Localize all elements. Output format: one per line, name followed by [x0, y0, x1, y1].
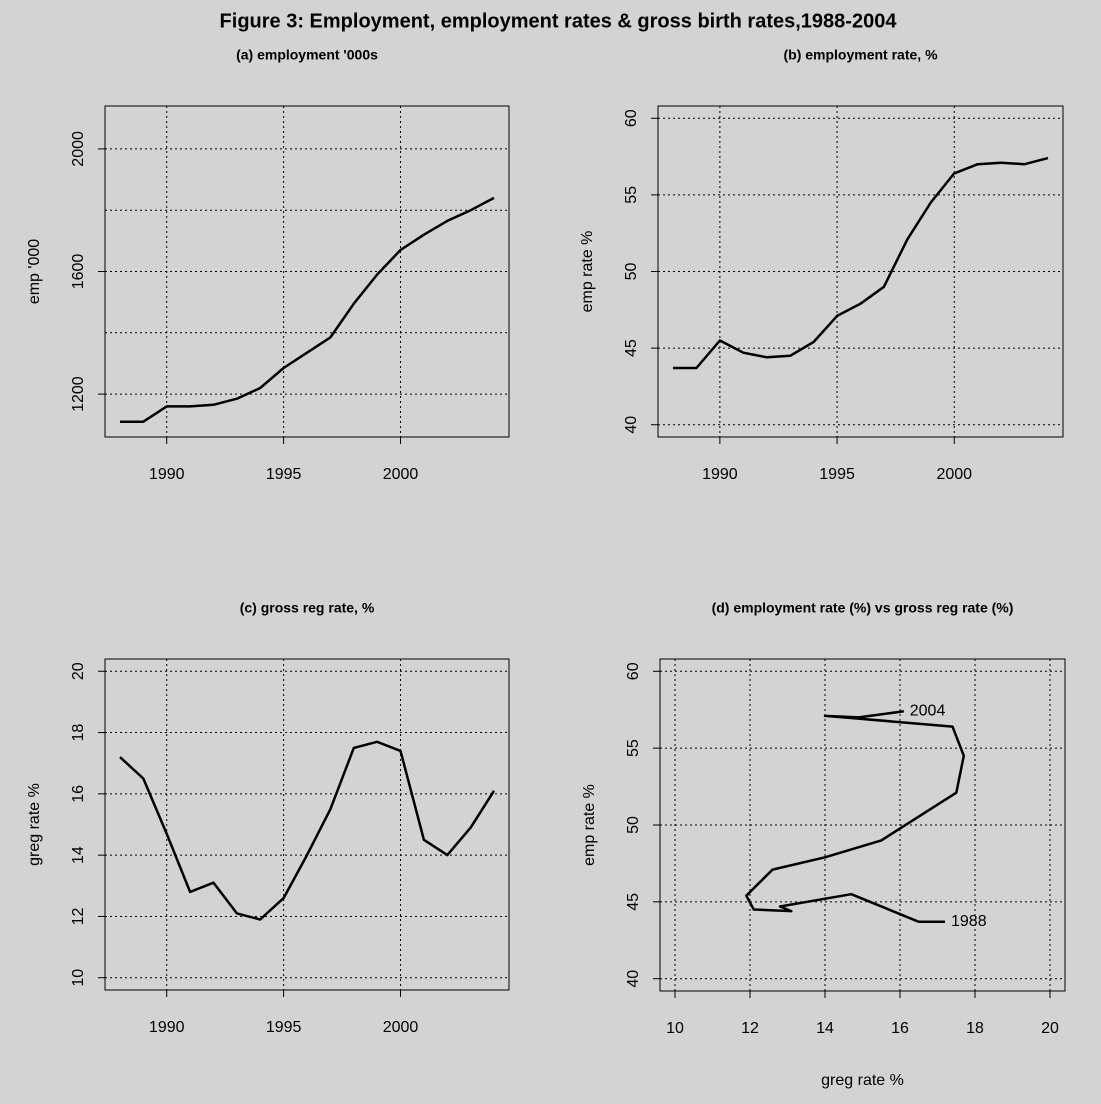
- plot-frame: [657, 105, 1064, 438]
- x-axis-label: greg rate %: [821, 1072, 904, 1089]
- y-tick-label: 20: [70, 662, 87, 680]
- x-tick-label: 10: [666, 1020, 684, 1037]
- y-tick-label: 12: [70, 907, 87, 925]
- x-tick-label: 20: [1041, 1020, 1059, 1037]
- annotation: 1988: [951, 913, 987, 930]
- data-line: [119, 740, 496, 921]
- x-tick-label: 14: [816, 1020, 834, 1037]
- y-tick-label: 10: [70, 969, 87, 987]
- x-tick-label: 1990: [149, 466, 185, 483]
- x-tick-label: 1990: [149, 1019, 185, 1036]
- y-tick-label: 50: [625, 816, 642, 834]
- panel-title: (d) employment rate (%) vs gross reg rat…: [712, 600, 1014, 616]
- y-tick-label: 55: [623, 186, 640, 204]
- y-tick-label: 45: [625, 893, 642, 911]
- y-tick-label: 60: [625, 662, 642, 680]
- y-tick-label: 50: [623, 263, 640, 281]
- x-tick-label: 1995: [819, 466, 855, 483]
- x-tick-label: 18: [966, 1020, 984, 1037]
- y-axis-label: emp '000: [26, 239, 43, 304]
- y-axis-label: emp rate %: [581, 784, 598, 866]
- plot-frame: [659, 658, 1066, 992]
- figure-title: Figure 3: Employment, employment rates &…: [220, 10, 898, 32]
- y-axis-label: emp rate %: [579, 231, 596, 313]
- y-tick-label: 1200: [70, 376, 87, 412]
- y-tick-label: 18: [70, 724, 87, 742]
- y-tick-label: 45: [623, 339, 640, 357]
- x-tick-label: 2000: [383, 466, 419, 483]
- plot-frame: [104, 658, 510, 991]
- y-axis-label: greg rate %: [26, 783, 43, 866]
- y-tick-label: 40: [623, 416, 640, 434]
- x-tick-label: 1990: [702, 466, 738, 483]
- panel-title: (a) employment '000s: [236, 47, 378, 63]
- y-tick-label: 1600: [70, 254, 87, 290]
- x-tick-label: 16: [891, 1020, 909, 1037]
- y-tick-label: 2000: [70, 131, 87, 167]
- data-line: [673, 156, 1049, 370]
- panel-title: (b) employment rate, %: [783, 47, 938, 63]
- x-tick-label: 2000: [383, 1019, 419, 1036]
- data-line: [745, 710, 966, 924]
- y-tick-label: 16: [70, 785, 87, 803]
- plot-frame: [104, 105, 510, 438]
- y-tick-label: 40: [625, 970, 642, 988]
- y-tick-label: 55: [625, 739, 642, 757]
- x-tick-label: 1995: [266, 1019, 302, 1036]
- panel-title: (c) gross reg rate, %: [240, 600, 375, 616]
- x-tick-label: 2000: [936, 466, 972, 483]
- data-line: [120, 196, 495, 423]
- x-tick-label: 1995: [266, 466, 302, 483]
- annotation: 2004: [910, 702, 946, 719]
- x-tick-label: 12: [741, 1020, 759, 1037]
- y-tick-label: 60: [623, 109, 640, 127]
- y-tick-label: 14: [70, 846, 87, 864]
